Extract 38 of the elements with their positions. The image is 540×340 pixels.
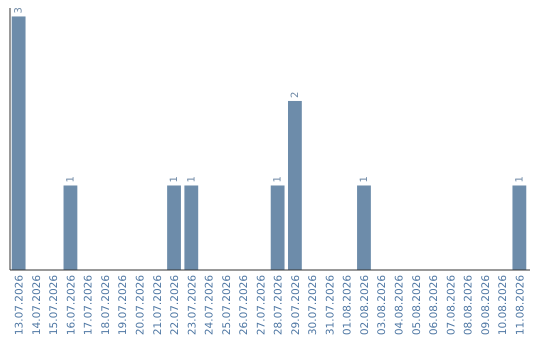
data-label: 1	[186, 176, 198, 182]
data-label: 1	[514, 176, 526, 182]
x-tick-label: 29.07.2026	[290, 274, 302, 336]
data-label: 1	[65, 176, 76, 182]
x-tick-label: 06.08.2026	[428, 274, 440, 336]
x-tick-label: 30.07.2026	[307, 274, 320, 336]
x-tick-label: 27.07.2026	[255, 274, 268, 336]
x-tick-label: 15.07.2026	[48, 274, 60, 336]
x-tick-label: 01.08.2026	[342, 274, 354, 336]
x-tick-label: 08.08.2026	[462, 274, 475, 336]
x-tick-label: 18.07.2026	[100, 274, 112, 336]
x-tick-label: 07.08.2026	[445, 274, 458, 336]
x-tick-label: 31.07.2026	[324, 274, 336, 336]
data-label: 1	[169, 176, 180, 182]
x-tick-label: 09.08.2026	[480, 274, 492, 336]
x-tick-label: 22.07.2026	[169, 274, 182, 336]
x-tick-label: 03.08.2026	[376, 274, 388, 336]
data-label: 3	[14, 7, 25, 14]
x-tick-label: 05.08.2026	[410, 274, 423, 336]
x-tick-label: 19.07.2026	[117, 274, 130, 336]
x-tick-label: 16.07.2026	[65, 274, 78, 336]
x-tick-label: 10.08.2026	[497, 274, 510, 336]
x-tick-label: 20.07.2026	[134, 274, 146, 336]
x-tick-label: 02.08.2026	[358, 274, 371, 336]
x-tick-label: 24.07.2026	[204, 274, 216, 336]
data-label: 1	[272, 176, 284, 182]
x-tick-label: 28.07.2026	[272, 274, 285, 336]
x-tick-label: 17.07.2026	[82, 274, 95, 336]
x-tick-label: 04.08.2026	[394, 274, 406, 336]
data-label: 1	[358, 176, 370, 182]
x-tick-label: 26.07.2026	[238, 274, 250, 336]
x-tick-label: 11.08.2026	[514, 274, 526, 336]
data-label: 2	[290, 92, 301, 98]
x-tick-label: 13.07.2026	[14, 274, 26, 336]
x-tick-label: 21.07.2026	[152, 274, 164, 336]
x-tick-label: 14.07.2026	[30, 274, 43, 336]
x-tick-label: 25.07.2026	[220, 274, 233, 336]
x-tick-label: 23.07.2026	[186, 274, 198, 336]
